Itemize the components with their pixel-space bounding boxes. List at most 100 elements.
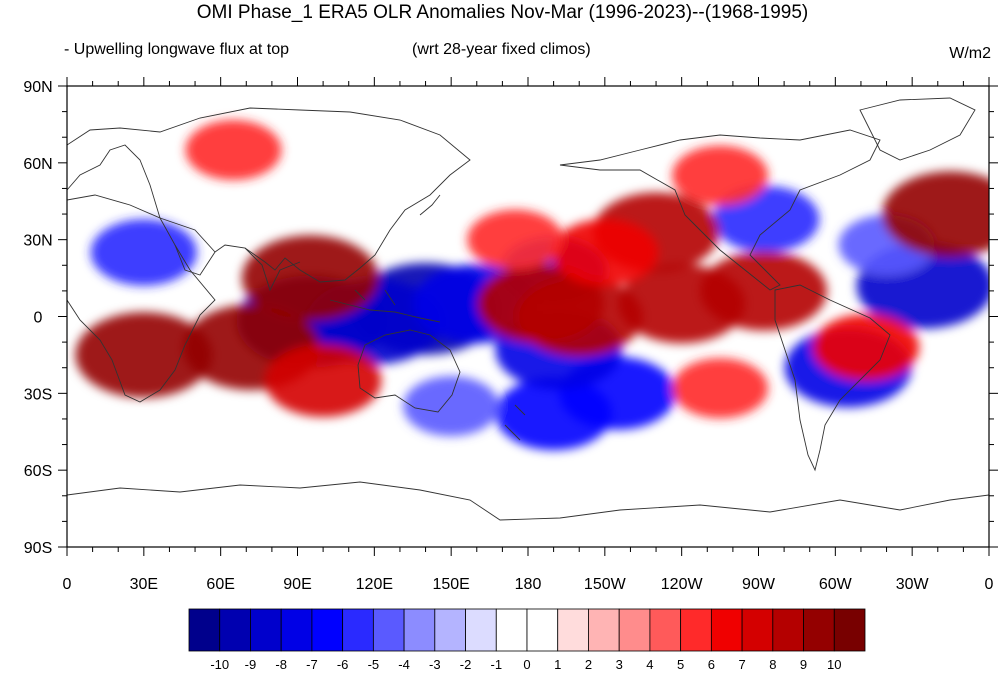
units-label: W/m2 xyxy=(949,45,991,62)
colorbar-box-0 xyxy=(188,608,221,652)
colorbar-box-6 xyxy=(372,608,405,652)
lon-label-11: 30W xyxy=(896,576,930,593)
colorbar-label-0: -10 xyxy=(210,657,229,672)
anomaly-cell-18 xyxy=(75,312,213,398)
colorbar-box-20 xyxy=(803,608,835,652)
southeast-asia-islands xyxy=(329,289,441,323)
longitude-labels: 0 30E 60E 90E 120E 150E 180 150W 120W 90W 60W 30W 0 xyxy=(63,576,994,593)
lon-label-5: 150E xyxy=(432,576,469,593)
south-america-coastline xyxy=(774,284,891,472)
australia-coastline xyxy=(357,329,461,413)
lon-label-7: 150W xyxy=(584,576,627,593)
europe-coastline xyxy=(67,144,161,219)
colorbar-box-7 xyxy=(403,608,436,652)
colorbar-label-8: -2 xyxy=(460,657,472,672)
colorbar-label-4: -6 xyxy=(337,657,349,672)
colorbar-box-2 xyxy=(250,608,282,652)
anomaly-field xyxy=(75,120,989,451)
new-zealand-coastline xyxy=(504,404,526,441)
lon-label-6: 180 xyxy=(515,576,542,593)
colorbar-box-3 xyxy=(280,608,313,652)
colorbar-box-18 xyxy=(741,608,774,652)
lat-label-3: 0 xyxy=(34,310,43,327)
lat-label-4: 30S xyxy=(24,386,52,403)
colorbar-label-14: 4 xyxy=(646,657,653,672)
lon-label-9: 90W xyxy=(742,576,776,593)
colorbar-label-7: -3 xyxy=(429,657,441,672)
colorbar-box-19 xyxy=(772,608,804,652)
colorbar-label-12: 2 xyxy=(585,657,592,672)
lon-label-12: 0 xyxy=(985,576,994,593)
anomaly-cell-23 xyxy=(551,219,658,286)
colorbar-label-1: -9 xyxy=(245,657,257,672)
anomaly-cell-24 xyxy=(264,344,382,417)
anomaly-cell-25 xyxy=(812,314,920,381)
colorbar-label-11: 1 xyxy=(554,657,561,672)
colorbar-label-15: 5 xyxy=(677,657,684,672)
colorbar-label-10: 0 xyxy=(523,657,530,672)
colorbar-label-3: -7 xyxy=(306,657,318,672)
variable-subtitle: - Upwelling longwave flux at top xyxy=(64,41,290,58)
colorbar-labels: -10 -9 -8 -7 -6 -5 -4 -3 -2 -1 0 1 2 3 4 5 6 7 8 9 10 xyxy=(210,657,841,672)
lon-label-10: 60W xyxy=(819,576,853,593)
axis-ticks xyxy=(58,77,998,556)
anomaly-cell-20 xyxy=(241,235,379,321)
colorbar-label-17: 7 xyxy=(738,657,745,672)
eurasia-coastline xyxy=(67,107,471,283)
colorbar-box-10 xyxy=(495,608,528,652)
colorbar-box-5 xyxy=(342,608,374,652)
colorbar-box-1 xyxy=(219,608,251,652)
climatology-subtitle: (wrt 28-year fixed climos) xyxy=(412,41,591,58)
lat-label-5: 60S xyxy=(24,463,52,480)
colorbar-box-21 xyxy=(833,608,866,652)
colorbar-label-5: -5 xyxy=(368,657,380,672)
latitude-labels: 90N 60N 30N 0 30S 60S 90S xyxy=(23,79,52,557)
greenland-coastline xyxy=(859,97,976,161)
colorbar-label-19: 9 xyxy=(800,657,807,672)
anomaly-cell-29 xyxy=(672,358,769,419)
colorbar-label-13: 3 xyxy=(616,657,623,672)
lat-label-6: 90S xyxy=(24,540,52,557)
lon-label-1: 30E xyxy=(130,576,158,593)
chart-title: OMI Phase_1 ERA5 OLR Anomalies Nov-Mar (… xyxy=(196,2,809,23)
lat-label-0: 90N xyxy=(23,79,52,96)
colorbar-box-8 xyxy=(434,608,466,652)
anomaly-cell-17 xyxy=(700,251,827,331)
lon-label-3: 90E xyxy=(283,576,311,593)
colorbar-label-2: -8 xyxy=(275,657,287,672)
lon-label-2: 60E xyxy=(206,576,234,593)
coastlines xyxy=(67,97,989,521)
india-coastline xyxy=(244,247,301,292)
colorbar-box-14 xyxy=(618,608,651,652)
colorbar-box-13 xyxy=(588,608,620,652)
arabia-coastline xyxy=(159,217,216,276)
antarctica-coastline xyxy=(67,481,989,521)
anomaly-cell-21 xyxy=(882,171,989,257)
colorbar-box-12 xyxy=(557,608,589,652)
anomaly-cell-26 xyxy=(467,209,564,270)
colorbar-box-11 xyxy=(526,608,559,652)
colorbar-box-16 xyxy=(680,608,712,652)
anomaly-cell-8 xyxy=(403,376,500,437)
lat-label-1: 60N xyxy=(23,156,52,173)
anomaly-cell-27 xyxy=(672,145,769,206)
lon-label-8: 120W xyxy=(661,576,704,593)
colorbar-label-6: -4 xyxy=(398,657,410,672)
lat-label-2: 30N xyxy=(23,233,52,250)
anomaly-cell-13 xyxy=(90,219,197,286)
colorbar-label-18: 8 xyxy=(769,657,776,672)
colorbar-box-15 xyxy=(649,608,682,652)
lon-label-0: 0 xyxy=(63,576,72,593)
north-america-coastline xyxy=(559,129,881,291)
colorbar-label-20: 10 xyxy=(827,657,841,672)
colorbar-box-4 xyxy=(311,608,344,652)
japan-coastline xyxy=(419,194,441,216)
colorbar-box-9 xyxy=(465,608,497,652)
colorbar-label-16: 6 xyxy=(708,657,715,672)
colorbar xyxy=(188,608,866,652)
colorbar-box-17 xyxy=(710,608,743,652)
lon-label-4: 120E xyxy=(356,576,393,593)
africa-coastline xyxy=(67,194,216,403)
anomaly-cell-16 xyxy=(477,264,605,344)
